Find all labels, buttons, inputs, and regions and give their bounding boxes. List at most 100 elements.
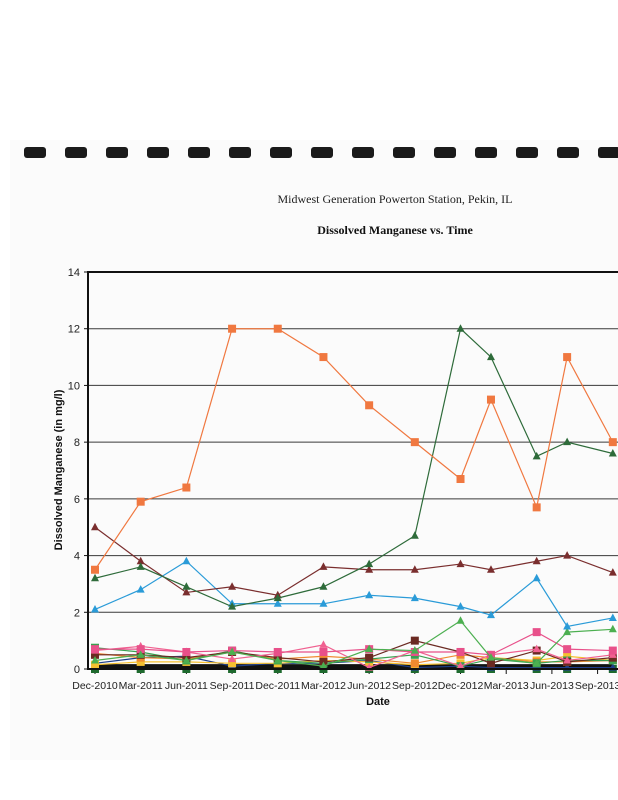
data-point [563, 645, 572, 654]
data-point [486, 610, 495, 619]
data-point [456, 647, 465, 656]
y-tick-label: 4 [74, 551, 80, 563]
data-point [136, 562, 145, 570]
data-point [486, 653, 495, 661]
data-point [563, 551, 572, 559]
plot-frame [87, 271, 618, 670]
redaction-dash-band [24, 147, 618, 158]
data-point [91, 522, 99, 531]
data-point [456, 559, 465, 568]
data-point [273, 324, 282, 333]
y-tick-label: 12 [68, 324, 80, 336]
data-point [319, 647, 328, 656]
x-tick-label: Dec-2010 [72, 680, 118, 692]
data-point [456, 602, 465, 610]
data-point [136, 585, 145, 593]
data-point [319, 640, 328, 648]
x-tick-label: Sep-2013 [575, 680, 618, 692]
redaction-dash [516, 147, 538, 158]
data-point [136, 497, 145, 506]
data-point [182, 483, 191, 492]
x-tick-label: Sep-2011 [210, 680, 255, 692]
series-darkgreen-triangles [91, 324, 617, 610]
y-tick-label: 8 [74, 437, 80, 449]
data-point [228, 324, 237, 333]
data-point [228, 602, 237, 610]
data-point [182, 647, 191, 656]
redaction-dash [598, 147, 618, 158]
redaction-dash [106, 147, 128, 158]
redaction-dash [434, 147, 456, 158]
data-point [608, 646, 617, 655]
data-point [563, 353, 572, 362]
y-tick-label: 10 [68, 380, 80, 392]
x-tick-label: Mar-2012 [301, 680, 346, 692]
data-point [410, 565, 419, 573]
data-point [136, 556, 145, 565]
data-point [319, 353, 328, 362]
data-point [365, 565, 374, 573]
data-point [136, 650, 145, 658]
data-point [608, 448, 617, 457]
data-point [410, 531, 419, 539]
data-point [486, 565, 495, 573]
series-brown-triangles [91, 522, 617, 599]
data-point [532, 573, 541, 582]
chart-title: Dissolved Manganese vs. Time [317, 223, 473, 237]
data-point [91, 565, 99, 574]
data-point [456, 324, 465, 332]
data-point [410, 646, 419, 654]
data-point [91, 604, 99, 613]
data-point [608, 613, 617, 621]
data-point [319, 562, 328, 570]
redaction-dash [475, 147, 497, 158]
y-axis-label: Dissolved Manganese (in mg/l) [53, 389, 65, 550]
data-point [182, 655, 191, 664]
data-point [273, 599, 282, 607]
y-tick-label: 0 [74, 664, 80, 676]
redaction-dash [557, 147, 579, 158]
data-point [608, 568, 617, 576]
redaction-dash [147, 147, 169, 158]
redaction-dash [311, 147, 333, 158]
data-point [410, 636, 419, 645]
y-tick-label: 6 [74, 494, 80, 506]
data-point [273, 593, 282, 602]
data-point [182, 587, 191, 596]
redaction-dash [229, 147, 251, 158]
data-point [608, 624, 617, 633]
y-axis-ticks: 0 2 4 6 8 10 12 14 [68, 267, 88, 676]
data-point [532, 644, 541, 653]
x-axis-ticks: Dec-2010 Mar-2011 Jun-2011 Sep-2011 Dec-2011… [72, 669, 618, 692]
data-point [608, 438, 617, 447]
data-point [563, 437, 572, 446]
data-point [456, 475, 465, 484]
data-point [563, 655, 572, 664]
data-point [563, 621, 572, 630]
data-point [319, 661, 328, 670]
redaction-dash [393, 147, 415, 158]
chart-subtitle: Midwest Generation Powerton Station, Pek… [278, 192, 513, 206]
data-point [532, 628, 541, 637]
data-point [91, 655, 99, 664]
data-point [365, 559, 374, 568]
x-tick-label: Mar-2011 [119, 680, 163, 692]
series-group [91, 324, 617, 673]
x-tick-label: Dec-2011 [255, 680, 300, 692]
data-point [563, 627, 572, 636]
data-point [273, 655, 282, 664]
x-axis-label: Date [366, 696, 390, 708]
data-point [365, 401, 374, 410]
data-point [319, 582, 328, 590]
redaction-dash [270, 147, 292, 158]
data-point [532, 451, 541, 460]
redaction-dash [188, 147, 210, 158]
series-lightgreen-triangles [91, 616, 617, 670]
data-point [182, 556, 191, 565]
y-tick-label: 14 [68, 267, 80, 279]
data-point [91, 645, 99, 654]
data-point [532, 503, 541, 512]
data-point [410, 659, 419, 668]
data-point [410, 593, 419, 602]
series-orange-squares [91, 324, 617, 574]
